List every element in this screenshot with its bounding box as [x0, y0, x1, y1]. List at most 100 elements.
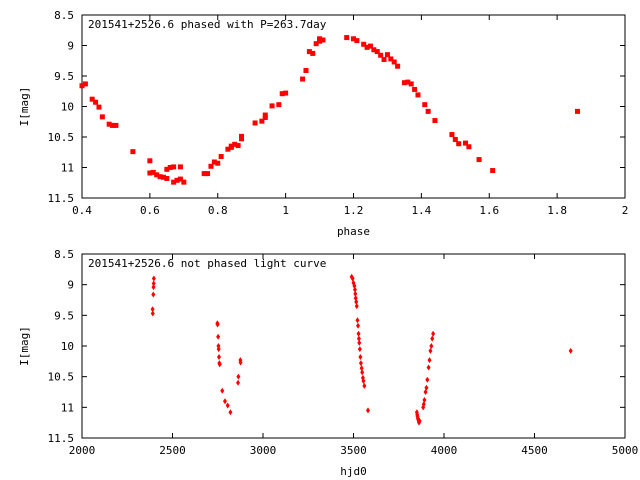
data-point — [356, 322, 361, 329]
data-point — [359, 365, 364, 372]
data-point — [177, 176, 183, 182]
y-axis-label: I[mag] — [18, 87, 31, 127]
x-tick-label: 2 — [622, 204, 629, 217]
data-point — [391, 59, 397, 65]
x-tick-label: 2000 — [69, 444, 96, 457]
data-point — [130, 149, 136, 155]
data-point — [361, 41, 367, 47]
data-point — [310, 50, 316, 56]
data-point — [313, 41, 319, 47]
data-point — [417, 417, 422, 424]
data-point — [147, 170, 153, 176]
data-point — [259, 118, 265, 124]
data-point — [449, 132, 455, 138]
data-point — [151, 280, 156, 287]
data-point — [360, 369, 365, 376]
data-point — [568, 347, 573, 354]
data-point — [167, 165, 173, 170]
data-point — [388, 56, 394, 62]
data-point — [215, 321, 220, 328]
y-tick-label: 9 — [67, 279, 74, 292]
x-tick-label: 2500 — [159, 444, 186, 457]
x-tick-label: 3000 — [250, 444, 277, 457]
data-point — [174, 177, 180, 183]
data-point — [151, 291, 156, 298]
data-point — [217, 361, 222, 368]
x-tick-label: 4500 — [521, 444, 548, 457]
data-point — [205, 171, 211, 177]
data-point — [374, 49, 380, 55]
data-point — [364, 44, 370, 50]
data-point — [96, 104, 102, 110]
data-point — [415, 92, 421, 98]
data-point — [82, 81, 88, 87]
data-point — [283, 90, 289, 96]
data-point — [317, 36, 323, 42]
data-point — [113, 122, 119, 128]
data-point — [352, 286, 357, 293]
data-point — [216, 346, 221, 353]
data-point — [269, 103, 275, 109]
x-tick-label: 1 — [282, 204, 289, 217]
data-point — [351, 36, 356, 42]
data-point — [150, 169, 156, 175]
data-point — [201, 171, 207, 177]
data-point — [362, 382, 367, 389]
y-tick-label: 11.5 — [48, 192, 75, 205]
data-point — [225, 402, 230, 409]
data-point — [216, 333, 221, 340]
data-point — [429, 343, 434, 349]
data-point — [367, 43, 373, 49]
data-point — [456, 141, 462, 147]
data-point — [279, 91, 285, 97]
y-tick-label: 8.5 — [54, 9, 74, 22]
data-point — [425, 108, 431, 114]
data-point — [358, 360, 363, 367]
data-point — [93, 99, 99, 105]
y-tick-label: 9 — [67, 40, 74, 53]
data-point — [425, 376, 430, 383]
data-point — [365, 407, 370, 414]
data-point — [151, 275, 156, 282]
data-point — [239, 133, 245, 139]
x-tick-label: 4000 — [431, 444, 458, 457]
data-point — [220, 387, 225, 394]
data-point — [395, 63, 401, 69]
data-point — [160, 174, 166, 180]
data-point — [154, 172, 160, 178]
y-tick-label: 10 — [61, 101, 74, 114]
x-tick-label: 1.2 — [344, 204, 364, 217]
data-point — [232, 141, 238, 147]
data-point — [236, 379, 241, 386]
data-point — [171, 179, 177, 185]
data-point — [358, 354, 363, 361]
data-point — [427, 357, 432, 364]
x-tick-label: 0.8 — [208, 204, 228, 217]
x-tick-label: 1.4 — [411, 204, 431, 217]
x-tick-label: 1.8 — [547, 204, 567, 217]
data-point — [357, 339, 362, 346]
data-point — [462, 140, 468, 146]
data-point — [252, 120, 258, 126]
data-point — [401, 80, 407, 86]
data-point — [412, 86, 418, 92]
data-point — [208, 163, 214, 169]
data-point — [79, 83, 85, 89]
data-point — [408, 81, 414, 87]
data-point — [356, 330, 361, 337]
data-point — [384, 52, 390, 58]
x-tick-label: 1.6 — [479, 204, 499, 217]
y-tick-label: 10.5 — [48, 371, 75, 384]
data-point — [215, 160, 221, 166]
data-point — [320, 37, 326, 43]
data-point — [354, 303, 359, 310]
data-point — [217, 354, 222, 361]
unphased-light-curve-panel: 2000 2500 3000 3500 4000 4500 5000 8.5 9 9.5 10 10.… — [18, 248, 638, 478]
data-point — [357, 346, 362, 353]
data-point — [236, 373, 241, 380]
data-point — [422, 102, 428, 108]
data-point — [181, 179, 187, 185]
y-tick-label: 8.5 — [54, 248, 74, 261]
data-point — [354, 38, 360, 44]
